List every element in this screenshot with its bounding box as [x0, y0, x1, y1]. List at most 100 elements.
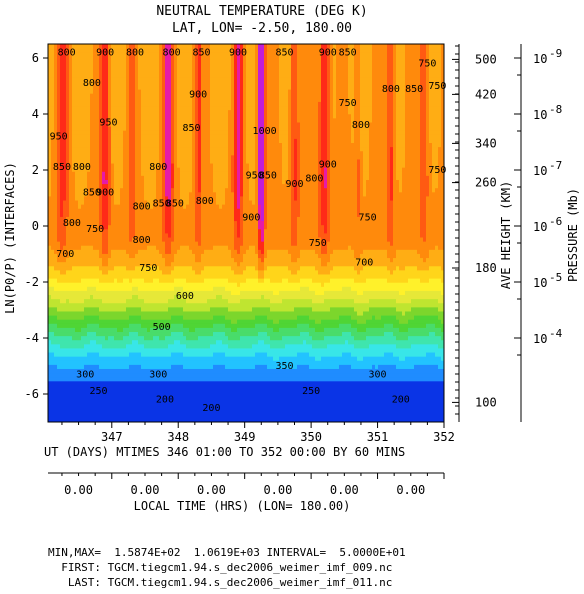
field-cell: [72, 397, 76, 402]
field-cell: [207, 413, 211, 419]
field-cell: [51, 253, 55, 259]
field-cell: [198, 269, 202, 275]
field-cell: [108, 339, 112, 345]
field-cell: [204, 409, 208, 415]
field-cell: [108, 237, 112, 242]
field-cell: [87, 105, 91, 111]
field-cell: [138, 348, 142, 353]
field-cell: [174, 117, 178, 123]
field-cell: [126, 175, 130, 180]
field-cell: [111, 335, 115, 341]
field-cell: [156, 228, 160, 234]
field-cell: [198, 356, 202, 361]
field-cell: [81, 175, 85, 180]
field-cell: [195, 200, 199, 205]
field-cell: [201, 76, 205, 82]
field-cell: [57, 360, 61, 365]
field-cell: [132, 265, 136, 271]
field-cell: [123, 372, 127, 378]
field-cell: [198, 159, 202, 164]
field-cell: [165, 200, 169, 205]
field-cell: [201, 380, 205, 386]
field-cell: [84, 389, 88, 394]
field-cell: [117, 138, 121, 144]
field-cell: [192, 138, 196, 144]
field-cell: [96, 200, 100, 205]
field-cell: [132, 261, 136, 267]
field-cell: [84, 393, 88, 398]
field-cell: [141, 360, 145, 365]
field-cell: [129, 48, 133, 53]
field-cell: [81, 44, 85, 49]
field-cell: [120, 196, 124, 201]
field-cell: [159, 204, 163, 209]
field-cell: [102, 298, 106, 304]
field-cell: [108, 163, 112, 168]
field-cell: [96, 401, 100, 406]
field-cell: [141, 44, 145, 49]
field-cell: [132, 159, 136, 164]
field-cell: [90, 175, 94, 180]
field-cell: [51, 101, 55, 107]
field-cell: [96, 269, 100, 275]
field-cell: [78, 364, 82, 369]
field-cell: [57, 405, 61, 411]
field-cell: [96, 364, 100, 369]
field-cell: [75, 241, 79, 246]
field-cell: [69, 331, 73, 337]
field-cell: [78, 339, 82, 345]
field-cell: [165, 274, 169, 279]
field-cell: [129, 212, 133, 217]
field-cell: [168, 89, 172, 94]
field-cell: [132, 204, 136, 209]
field-cell: [63, 224, 67, 230]
field-cell: [150, 249, 154, 254]
field-cell: [183, 335, 187, 341]
field-cell: [126, 60, 130, 65]
field-cell: [150, 380, 154, 386]
field-cell: [192, 302, 196, 308]
field-cell: [81, 85, 85, 90]
field-cell: [147, 368, 151, 374]
field-cell: [195, 286, 199, 291]
field-cell: [99, 364, 103, 369]
field-cell: [207, 241, 211, 246]
field-cell: [183, 191, 187, 197]
field-cell: [54, 204, 58, 209]
field-cell: [183, 44, 187, 49]
field-cell: [162, 409, 166, 415]
field-cell: [189, 348, 193, 353]
field-cell: [81, 261, 85, 267]
field-cell: [162, 163, 166, 168]
field-cell: [138, 122, 142, 127]
field-cell: [183, 48, 187, 53]
field-cell: [111, 64, 115, 70]
field-cell: [162, 364, 166, 369]
field-cell: [135, 409, 139, 415]
field-cell: [141, 191, 145, 197]
field-cell: [54, 290, 58, 296]
field-cell: [90, 319, 94, 324]
field-cell: [144, 138, 148, 144]
field-cell: [111, 380, 115, 386]
field-cell: [183, 212, 187, 217]
field-cell: [189, 393, 193, 398]
field-cell: [171, 282, 175, 287]
field-cell: [99, 339, 103, 345]
field-cell: [87, 393, 91, 398]
field-cell: [195, 48, 199, 53]
field-cell: [123, 233, 127, 238]
field-cell: [171, 159, 175, 164]
field-cell: [168, 413, 172, 419]
field-cell: [105, 101, 109, 107]
field-cell: [63, 122, 67, 127]
field-cell: [168, 356, 172, 361]
field-cell: [168, 60, 172, 65]
field-cell: [174, 356, 178, 361]
field-cell: [129, 417, 133, 423]
field-cell: [81, 196, 85, 201]
field-cell: [204, 368, 208, 374]
field-cell: [102, 368, 106, 374]
field-cell: [63, 126, 67, 131]
field-cell: [204, 204, 208, 209]
